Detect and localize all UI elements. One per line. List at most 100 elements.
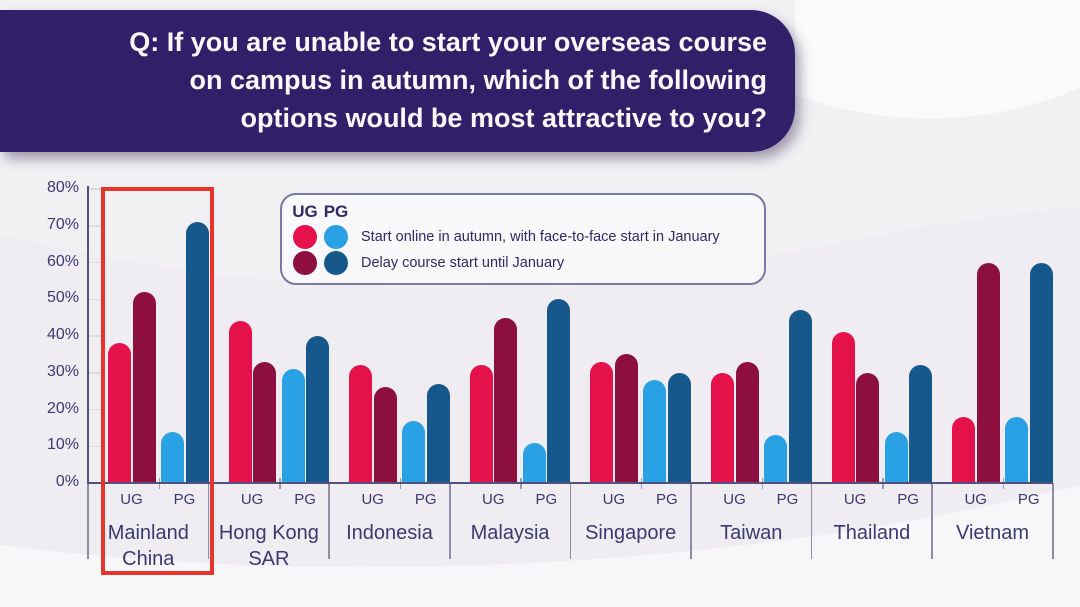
group-label-ug: UG xyxy=(843,491,867,508)
group-label-ug: UG xyxy=(723,491,746,508)
bar-ug-online-taiwan xyxy=(711,372,734,483)
legend-label-delay: Delay course start until January xyxy=(361,255,565,271)
group-label-ug: UG xyxy=(240,491,264,508)
category-label: Taiwan xyxy=(720,522,783,544)
bar-ug-delay-malaysia xyxy=(494,317,518,483)
bar-ug-delay-hong-kong-sar xyxy=(253,361,277,483)
bar-ug-online-indonesia xyxy=(349,365,373,483)
wave-bottom xyxy=(0,485,1080,607)
category-label: Malaysia xyxy=(470,522,550,544)
bar-ug-delay-taiwan xyxy=(735,361,759,483)
group-label-ug: UG xyxy=(964,491,987,508)
category-divider xyxy=(87,483,89,559)
bar-ug-online-mainland-china xyxy=(108,343,131,483)
category-divider xyxy=(1052,483,1054,559)
category-label: Mainland China xyxy=(107,522,189,570)
bar-ug-online-singapore xyxy=(590,361,614,483)
bar-pg-delay-thailand xyxy=(909,365,933,483)
question-line-3: options would be most attractive to you? xyxy=(240,103,767,133)
y-axis-tick xyxy=(89,372,102,374)
group-label-ug: UG xyxy=(482,491,505,508)
y-axis-tick xyxy=(89,335,102,337)
y-axis-tick xyxy=(89,408,102,411)
group-label-pg: PG xyxy=(294,491,316,508)
x-axis-line xyxy=(87,482,1053,484)
bar-pg-delay-malaysia xyxy=(547,299,571,483)
legend-dot-pg-delay xyxy=(324,251,348,275)
y-axis-line xyxy=(87,186,89,483)
group-label-pg: PG xyxy=(414,491,437,508)
category-label: Thailand xyxy=(833,522,911,544)
bar-pg-online-singapore xyxy=(643,380,667,483)
bar-ug-delay-thailand xyxy=(856,372,880,483)
category-divider xyxy=(449,483,451,559)
legend-col-ug: UG xyxy=(292,202,318,221)
y-axis-label: 50% xyxy=(46,289,79,307)
bar-pg-online-malaysia xyxy=(522,442,546,483)
bar-ug-online-malaysia xyxy=(469,365,493,483)
group-label-pg: PG xyxy=(897,491,919,508)
bar-pg-delay-mainland-china xyxy=(185,222,209,483)
bar-pg-delay-hong-kong-sar xyxy=(306,336,330,483)
y-axis-label: 60% xyxy=(46,252,79,270)
y-axis-tick xyxy=(89,188,102,190)
legend-col-pg: PG xyxy=(323,202,349,221)
bar-pg-delay-taiwan xyxy=(788,310,812,483)
y-axis-tick xyxy=(89,298,102,300)
y-axis-tick xyxy=(89,445,102,447)
legend: UG PG Start online in autumn, with face-… xyxy=(280,193,766,285)
y-axis-tick xyxy=(89,261,102,264)
y-axis-label: 40% xyxy=(46,326,79,343)
bar-pg-online-hong-kong-sar xyxy=(281,369,305,483)
category-divider xyxy=(931,483,933,559)
bar-ug-delay-indonesia xyxy=(373,387,397,483)
y-axis-label: 20% xyxy=(46,399,79,417)
question-line-1: Q: If you are unable to start your overs… xyxy=(129,27,767,57)
category-label: Vietnam xyxy=(955,522,1029,544)
bar-pg-online-taiwan xyxy=(764,435,787,483)
legend-label-online: Start online in autumn, with face-to-fac… xyxy=(361,229,720,245)
bar-ug-online-hong-kong-sar xyxy=(228,321,252,483)
legend-dot-pg-online xyxy=(324,225,348,249)
category-divider xyxy=(690,483,692,559)
question-header: Q: If you are unable to start your overs… xyxy=(0,10,795,152)
bar-pg-online-mainland-china xyxy=(161,431,184,483)
group-label-ug: UG xyxy=(120,491,143,508)
category-divider xyxy=(810,483,813,559)
y-axis-tick xyxy=(89,225,102,227)
group-label-pg: PG xyxy=(656,491,678,508)
category-divider xyxy=(569,483,572,559)
y-axis-label: 10% xyxy=(46,436,79,454)
group-label-pg: PG xyxy=(1017,491,1040,508)
legend-dot-ug-online xyxy=(293,225,317,249)
bar-pg-online-thailand xyxy=(884,431,908,483)
highlight-box xyxy=(101,187,214,575)
wave-middle xyxy=(0,207,1080,607)
bar-pg-delay-vietnam xyxy=(1029,262,1053,483)
group-label-ug: UG xyxy=(602,491,626,508)
bar-ug-delay-vietnam xyxy=(976,262,1000,483)
group-label-pg: PG xyxy=(535,491,558,508)
y-axis-label: 0% xyxy=(55,473,79,490)
bar-ug-delay-mainland-china xyxy=(132,291,156,483)
question-line-2: on campus in autumn, which of the follow… xyxy=(189,65,767,95)
bar-ug-online-vietnam xyxy=(952,416,976,483)
y-axis-label: 70% xyxy=(46,215,79,233)
legend-dot-ug-delay xyxy=(293,251,317,275)
category-divider xyxy=(207,483,210,559)
y-axis-label: 30% xyxy=(46,362,79,380)
bar-ug-online-thailand xyxy=(831,332,855,483)
group-label-pg: PG xyxy=(776,491,799,508)
bar-pg-online-vietnam xyxy=(1005,416,1029,483)
category-label: Hong Kong SAR xyxy=(218,522,319,570)
bar-pg-delay-indonesia xyxy=(426,383,450,483)
category-label: Indonesia xyxy=(346,522,433,544)
wave-top-right xyxy=(795,0,1080,119)
category-divider xyxy=(328,483,330,559)
group-label-ug: UG xyxy=(361,491,384,508)
bar-pg-online-indonesia xyxy=(402,420,426,483)
bar-pg-delay-singapore xyxy=(667,372,691,483)
